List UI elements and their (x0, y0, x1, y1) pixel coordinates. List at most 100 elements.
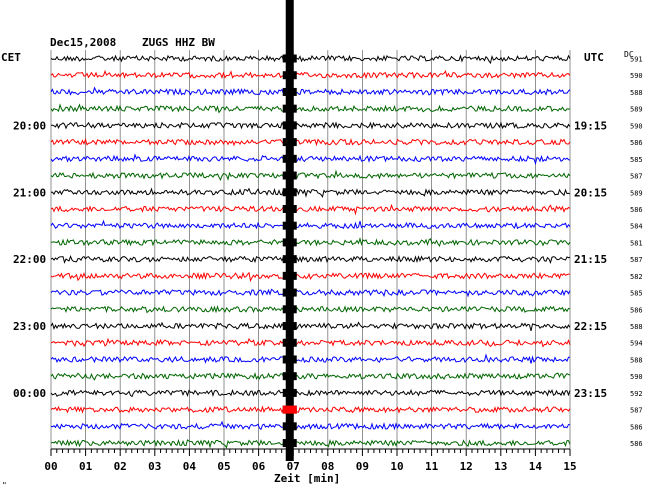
trace-group (50, 53, 571, 449)
event-trace-spike (282, 171, 297, 180)
dc-offset-label: 590 (630, 122, 643, 130)
x-tick-label: 09 (356, 460, 369, 473)
seismogram-trace (50, 187, 571, 198)
left-timezone-label: CET (1, 51, 21, 64)
x-tick-label: 01 (79, 460, 93, 473)
dc-offset-label: 587 (630, 256, 643, 264)
dc-offset-label: 586 (630, 440, 643, 448)
seismogram-trace (50, 69, 571, 80)
event-trace-spike (282, 338, 297, 347)
header-station: ZUGS HHZ BW (142, 36, 215, 49)
seismogram-trace (50, 53, 571, 65)
x-tick-label: 13 (494, 460, 507, 473)
dc-offset-label: 587 (630, 173, 643, 181)
event-trace-spike (282, 238, 297, 247)
seismogram-trace (50, 388, 571, 398)
seismogram-trace (50, 153, 571, 166)
left-hour-label: 20:00 (13, 119, 46, 132)
dc-offset-label: 588 (630, 323, 643, 331)
dc-offset-label: 581 (630, 239, 643, 247)
event-trace-spike (282, 221, 297, 230)
left-hour-label: 23:00 (13, 320, 46, 333)
x-tick-label: 15 (563, 460, 576, 473)
event-signal-bar (285, 0, 294, 461)
seismogram-trace (50, 288, 571, 298)
x-axis: 00 01 02 03 04 05 06 07 08 09 10 11 12 13 14 15 (44, 449, 577, 473)
event-trace-spike (282, 154, 297, 163)
right-hour-label: 20:15 (574, 186, 607, 199)
header-date: Dec15,2008 (50, 36, 116, 49)
x-tick-label: 06 (252, 460, 266, 473)
x-tick-label: 03 (148, 460, 161, 473)
dc-offset-label: 588 (630, 356, 643, 364)
left-hour-labels: 20:00 21:00 22:00 23:00 00:00 (13, 119, 46, 400)
right-hour-label: 21:15 (574, 253, 607, 266)
dc-offset-label: 590 (630, 72, 643, 80)
event-trace-spike (282, 121, 297, 130)
dc-offset-label: 586 (630, 423, 643, 431)
event-trace-spike (282, 188, 297, 197)
seismogram-trace (50, 86, 571, 97)
dc-offset-label: 586 (630, 306, 643, 314)
seismogram-trace (50, 271, 571, 283)
x-tick-label: 14 (529, 460, 543, 473)
seismogram-trace (50, 236, 571, 248)
x-axis-label: Zeit [min] (274, 472, 340, 485)
x-tick-label: 00 (44, 460, 57, 473)
dc-offset-label: 586 (630, 139, 643, 147)
dc-offset-label: 587 (630, 407, 643, 415)
dc-offset-label: 592 (630, 390, 643, 398)
left-hour-label: 22:00 (13, 253, 46, 266)
dc-offset-label: 589 (630, 189, 643, 197)
grid-lines (50, 50, 571, 450)
event-trace-spike (282, 355, 297, 364)
event-trace-spike (282, 439, 297, 448)
dc-offset-label: 591 (630, 56, 643, 64)
x-tick-label: 05 (217, 460, 230, 473)
seismogram-trace (50, 137, 571, 147)
right-hour-label: 23:15 (574, 387, 607, 400)
event-trace-spike (282, 422, 297, 431)
event-trace-spike (282, 271, 297, 280)
left-hour-label: 21:00 (13, 186, 46, 199)
seismogram-trace (50, 438, 571, 449)
seismogram-trace (50, 219, 571, 230)
dc-offset-label: 586 (630, 206, 643, 214)
event-trace-spike (282, 255, 297, 264)
event-trace-spike (282, 388, 297, 397)
right-hour-label: 19:15 (574, 119, 607, 132)
dc-offset-label: 594 (630, 340, 643, 348)
dc-offset-label: 588 (630, 89, 643, 97)
seismogram-trace (50, 321, 571, 331)
seismogram-trace (50, 420, 571, 431)
dc-column-label: DC (624, 50, 634, 59)
seismogram-trace (50, 169, 571, 181)
dc-offset-label: 585 (630, 156, 643, 164)
dc-offset-label: 582 (630, 273, 643, 281)
seismogram-trace (50, 121, 571, 130)
event-trace-spike (282, 288, 297, 297)
x-tick-label: 10 (390, 460, 403, 473)
right-timezone-label: UTC (584, 51, 604, 64)
x-tick-label: 08 (321, 460, 334, 473)
event-trace-spike-red (282, 405, 297, 414)
seismogram-trace (50, 337, 571, 348)
right-hour-labels: 19:15 20:15 21:15 22:15 23:15 (574, 119, 607, 400)
right-hour-label: 22:15 (574, 320, 607, 333)
x-tick-label: 11 (425, 460, 439, 473)
seismogram-trace (50, 353, 571, 364)
x-tick-label: 02 (114, 460, 127, 473)
x-tick-label: 04 (183, 460, 197, 473)
dc-offset-label: 589 (630, 106, 643, 114)
x-tick-label: 07 (287, 460, 300, 473)
seismogram-trace (50, 103, 571, 114)
seismogram-trace (50, 372, 571, 381)
event-trace-spike (282, 305, 297, 314)
event-trace-spike (282, 322, 297, 331)
event-trace-spike (282, 87, 297, 96)
corner-mark: " (2, 481, 7, 490)
dc-offset-label: 585 (630, 290, 643, 298)
dc-offset-label: 584 (630, 223, 643, 231)
seismogram-trace (50, 254, 571, 265)
